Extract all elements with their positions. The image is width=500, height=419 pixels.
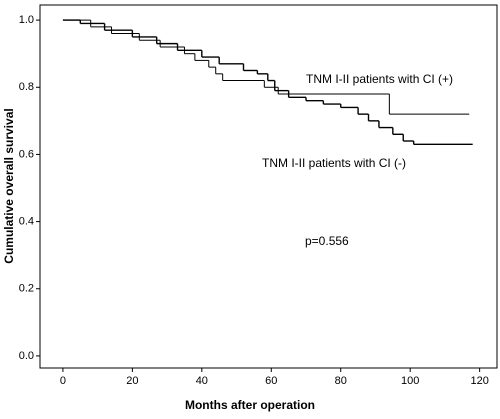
y-axis-label: Cumulative overall survival: [2, 108, 16, 263]
plot-frame: [39, 4, 498, 369]
y-tick-label: 0.2: [19, 283, 34, 295]
annotation: p=0.556: [305, 234, 349, 248]
x-tick-label: 0: [60, 375, 66, 387]
y-tick-label: 0.4: [19, 215, 34, 227]
x-tick-label: 40: [196, 375, 208, 387]
y-tick-label: 0.0: [19, 350, 34, 362]
y-tick-label: 0.8: [19, 81, 34, 93]
annotation: TNM I-II patients with CI (-): [262, 156, 406, 170]
x-tick-label: 60: [265, 375, 277, 387]
annotation: TNM I-II patients with CI (+): [306, 72, 453, 86]
y-tick-label: 1.0: [19, 14, 34, 26]
x-tick-label: 120: [470, 375, 488, 387]
x-tick-label: 80: [335, 375, 347, 387]
x-tick-label: 20: [126, 375, 138, 387]
y-tick-label: 0.6: [19, 148, 34, 160]
x-tick-label: 100: [401, 375, 419, 387]
x-axis-label: Months after operation: [185, 398, 315, 412]
